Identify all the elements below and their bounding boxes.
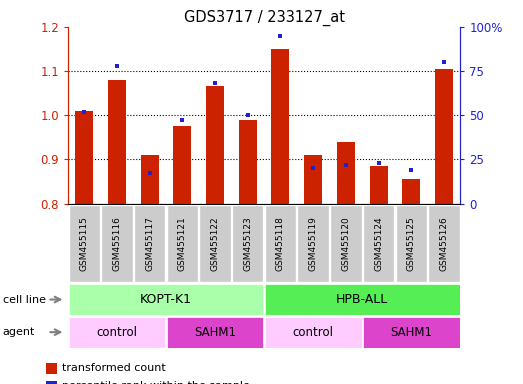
Bar [206,86,224,204]
Text: HPB-ALL: HPB-ALL [336,293,388,306]
Bar [363,317,460,348]
Point [374,160,383,166]
Bar [298,205,329,282]
Text: percentile rank within the sample: percentile rank within the sample [62,381,250,384]
Bar [271,49,289,204]
Point [342,162,350,168]
Text: GSM455125: GSM455125 [407,217,416,271]
Point [407,167,415,173]
Bar [232,205,264,282]
Text: transformed count: transformed count [62,363,166,373]
Bar [265,317,361,348]
Point [145,170,154,177]
Text: agent: agent [3,327,35,337]
Bar [174,126,191,204]
Text: GSM455121: GSM455121 [178,217,187,271]
Bar [199,205,231,282]
Title: GDS3717 / 233127_at: GDS3717 / 233127_at [184,9,345,25]
Bar [239,120,257,204]
Bar [134,205,165,282]
Point [309,165,317,171]
Bar [101,205,133,282]
Bar [435,69,453,204]
Text: control: control [293,326,334,339]
Bar [167,317,264,348]
Text: GSM455124: GSM455124 [374,217,383,271]
Bar [69,317,165,348]
Text: KOPT-K1: KOPT-K1 [140,293,192,306]
Text: GSM455126: GSM455126 [439,217,448,271]
Point [178,118,187,124]
Bar [265,284,460,315]
Text: GSM455120: GSM455120 [342,217,350,271]
Point [276,33,285,39]
Text: SAHM1: SAHM1 [194,326,236,339]
Text: GSM455123: GSM455123 [243,217,252,271]
Point [80,109,88,115]
Bar [337,142,355,204]
Text: GSM455115: GSM455115 [80,217,89,271]
Text: GSM455122: GSM455122 [211,217,220,271]
Text: GSM455116: GSM455116 [112,217,121,271]
Bar [47,363,58,374]
Text: GSM455118: GSM455118 [276,217,285,271]
Bar [370,166,388,204]
Point [113,63,121,69]
Bar [108,80,126,204]
Bar [402,179,420,204]
Text: GSM455119: GSM455119 [309,217,317,271]
Text: control: control [97,326,138,339]
Bar [363,205,394,282]
Bar [330,205,361,282]
Point [211,80,219,86]
Bar [428,205,460,282]
Bar [75,111,93,204]
Point [244,112,252,118]
Point [440,59,448,65]
Bar [265,205,296,282]
Bar [47,381,58,384]
Bar [69,205,100,282]
Bar [167,205,198,282]
Bar [69,284,264,315]
Bar [395,205,427,282]
Text: cell line: cell line [3,295,46,305]
Bar [304,155,322,204]
Text: GSM455117: GSM455117 [145,217,154,271]
Text: SAHM1: SAHM1 [390,326,432,339]
Bar [141,155,158,204]
